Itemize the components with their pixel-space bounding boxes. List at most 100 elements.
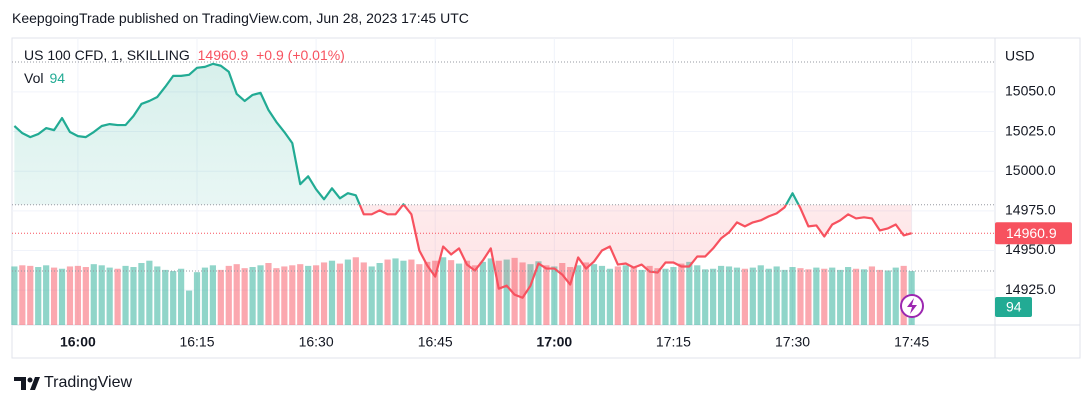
volume-bar (233, 264, 240, 325)
volume-bar (281, 266, 288, 325)
volume-bar (217, 269, 224, 325)
volume-bar (471, 265, 479, 325)
volume-bar (749, 267, 756, 325)
x-tick-label: 16:00 (60, 334, 96, 350)
volume-bar (678, 263, 685, 325)
volume-bar (154, 266, 161, 325)
volume-bar (424, 261, 431, 325)
volume-bar (606, 268, 613, 325)
footer-brand: TradingView (44, 374, 133, 391)
volume-bar (590, 264, 598, 325)
volume-box (995, 297, 1032, 317)
volume-bar (781, 269, 788, 325)
volume-value: 94 (49, 70, 66, 86)
volume-bar (860, 269, 868, 325)
volume-bar (249, 267, 256, 325)
volume-bar (662, 268, 669, 325)
volume-bar (852, 268, 860, 325)
volume-bar (638, 269, 645, 325)
volume-bar (130, 267, 137, 325)
x-tick-label: 16:45 (418, 334, 453, 350)
volume-bar (297, 264, 304, 325)
x-tick-label: 16:30 (299, 334, 334, 350)
volume-bar (352, 257, 359, 325)
volume-bar (27, 265, 34, 325)
volume-bar (392, 258, 399, 325)
volume-bar (805, 269, 812, 325)
volume-bar (797, 268, 804, 325)
volume-bar (868, 266, 876, 325)
volume-bar (209, 265, 216, 325)
volume-bar (193, 272, 201, 325)
volume-bar (19, 265, 26, 325)
volume-bar (765, 268, 772, 325)
area-above-baseline (14, 63, 799, 205)
volume-bar (527, 264, 534, 325)
volume-bar (876, 269, 883, 325)
price-line-down (358, 204, 912, 299)
last-price-box (995, 222, 1072, 245)
volume-bar (646, 265, 653, 325)
volume-bar (98, 265, 105, 325)
volume-bar (463, 260, 471, 325)
volume-bar (567, 267, 574, 325)
volume-bar (368, 266, 375, 325)
volume-bar (170, 271, 177, 325)
x-tick-label: 17:30 (775, 334, 810, 350)
volume-bar (384, 259, 391, 325)
volume-bar (138, 263, 145, 325)
volume-bar (162, 269, 169, 325)
volume-bar (185, 290, 193, 325)
volume-bar (43, 265, 50, 325)
volume-bar (225, 265, 232, 325)
volume-bar (503, 259, 510, 325)
volume-bar (614, 266, 621, 325)
volume-bar (710, 268, 717, 325)
volume-bar (630, 267, 637, 325)
volume-bar (837, 269, 844, 325)
volume-bar (50, 267, 58, 325)
x-tick-label: 17:45 (894, 334, 929, 350)
volume-bar (90, 264, 97, 325)
volume-bar (884, 270, 891, 325)
volume-bar (622, 265, 629, 325)
legend-volume: Vol 94 (24, 70, 65, 86)
volume-bar (733, 267, 741, 325)
volume-bar (35, 267, 42, 325)
volume-bar (813, 267, 820, 325)
symbol-title: US 100 CFD, 1, SKILLING (24, 47, 190, 63)
volume-bar (741, 268, 748, 325)
volume-label: 94 (1006, 299, 1022, 315)
volume-name: Vol (24, 70, 44, 86)
volume-bar (273, 268, 280, 325)
volume-bar (257, 265, 264, 325)
x-tick-label: 16:15 (179, 334, 214, 350)
volume-bar (575, 265, 582, 325)
x-tick-label: 17:00 (536, 334, 572, 350)
volume-bar (289, 265, 296, 325)
volume-bar (58, 268, 66, 325)
volume-bar (376, 263, 383, 325)
volume-bar (543, 265, 550, 325)
volume-bar (201, 267, 209, 325)
last-price-label: 14960.9 (1006, 225, 1057, 241)
volume-bar (360, 262, 367, 325)
volume-bar (241, 268, 248, 325)
volume-bar (82, 267, 89, 325)
tradingview-logo (14, 377, 40, 390)
volume-bar (551, 266, 558, 325)
volume-bar (313, 265, 320, 325)
volume-bar (455, 263, 463, 325)
volume-bar (821, 268, 828, 325)
volume-bar (892, 267, 899, 325)
y-tick-label: 14950.0 (1005, 241, 1056, 257)
volume-bar (146, 260, 153, 325)
y-tick-label: 14975.0 (1005, 202, 1056, 218)
x-tick-label: 17:15 (656, 334, 691, 350)
volume-bar (582, 262, 590, 325)
y-tick-label: 15050.0 (1005, 83, 1056, 99)
volume-bar (694, 265, 701, 325)
y-tick-label: 15025.0 (1005, 122, 1056, 138)
